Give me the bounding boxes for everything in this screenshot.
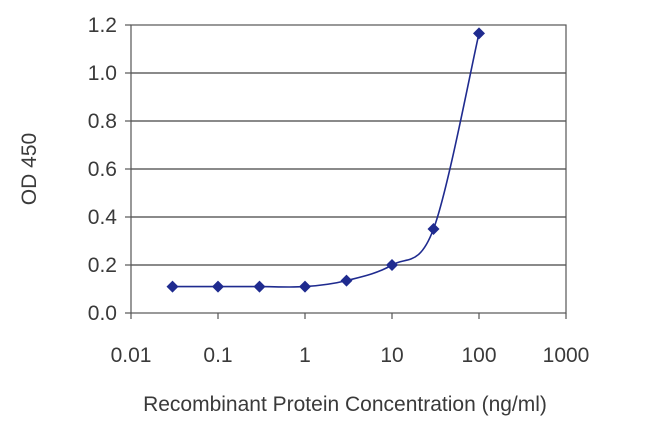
y-tick-label: 0.4 xyxy=(88,206,118,229)
data-point xyxy=(299,280,311,293)
x-tick-label: 1 xyxy=(299,344,311,367)
data-point xyxy=(253,280,266,293)
data-point xyxy=(386,259,398,271)
x-tick-label: 0.01 xyxy=(111,344,152,367)
x-axis-title: Recombinant Protein Concentration (ng/ml… xyxy=(143,393,547,416)
x-tick-label: 10 xyxy=(380,344,403,367)
x-tick-label: 100 xyxy=(461,344,496,367)
y-tick-label: 0.6 xyxy=(88,158,117,181)
y-tick-label: 0.8 xyxy=(88,110,117,133)
y-tick-label: 0.2 xyxy=(88,254,117,277)
grid-lines xyxy=(131,72,566,266)
x-tick-label: 0.1 xyxy=(203,344,232,367)
series-markers xyxy=(166,27,485,293)
data-point xyxy=(340,274,353,287)
y-tick-label: 1.0 xyxy=(88,62,117,85)
data-point xyxy=(212,280,224,293)
data-point xyxy=(166,280,179,293)
y-axis-title: OD 450 xyxy=(18,133,41,205)
series-line xyxy=(172,33,480,288)
y-axis-ticks: 0.0 0.2 0.4 0.6 0.8 1.0 1.2 xyxy=(88,14,131,325)
y-tick-label: 0.0 xyxy=(88,302,117,325)
x-axis-ticks: 0.01 0.1 1 10 100 1000 xyxy=(111,313,590,367)
data-point xyxy=(427,223,440,235)
data-point xyxy=(473,27,485,40)
x-tick-label: 1000 xyxy=(543,344,590,367)
y-tick-label: 1.2 xyxy=(88,14,117,37)
